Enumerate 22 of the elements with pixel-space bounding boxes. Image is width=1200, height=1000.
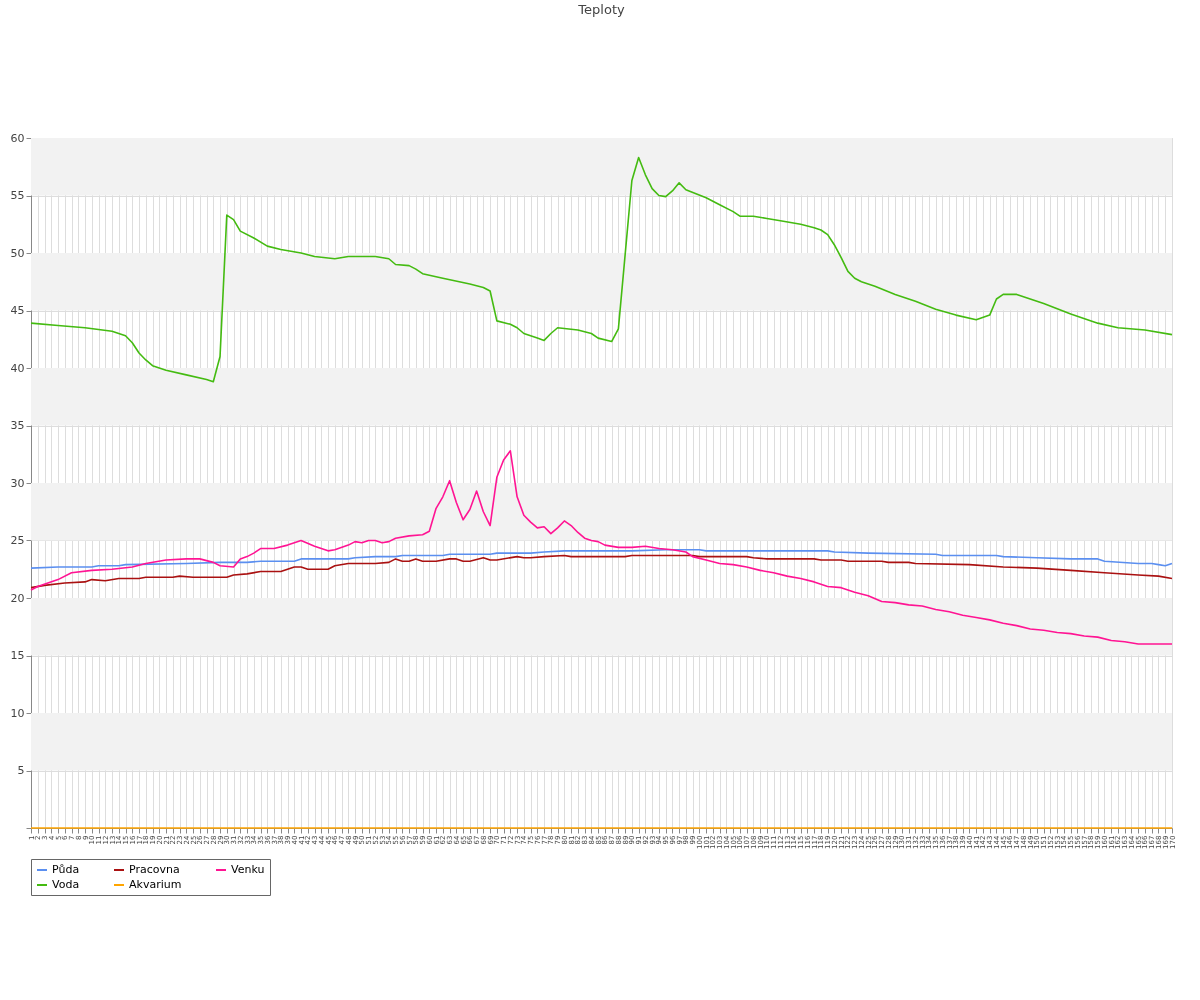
line-series <box>30 156 1173 383</box>
line-series <box>30 450 1173 645</box>
y-tick-label: 35 <box>10 419 25 432</box>
y-tick-label: 50 <box>10 246 25 260</box>
y-tick-label: 15 <box>10 649 25 662</box>
y-tick-label: 20 <box>10 591 25 605</box>
y-tick-label: 60 <box>10 131 25 145</box>
legend-label: Venku <box>231 863 265 876</box>
y-tick-label: 55 <box>10 189 25 202</box>
legend-label: Pracovna <box>129 863 180 876</box>
line-series <box>30 554 1173 589</box>
legend-label: Půda <box>52 863 80 876</box>
y-tick-label: 45 <box>10 304 25 317</box>
legend-label: Akvarium <box>129 878 182 891</box>
legend-label: Voda <box>52 878 80 891</box>
y-tick-label: 30 <box>10 476 25 490</box>
y-tick-label: 40 <box>10 361 25 375</box>
y-tick-label: 10 <box>10 706 25 720</box>
line-series <box>30 548 1173 569</box>
y-tick-label: 25 <box>10 534 25 547</box>
y-tick-label: 5 <box>17 764 25 777</box>
chart-title: Teploty <box>577 2 625 17</box>
